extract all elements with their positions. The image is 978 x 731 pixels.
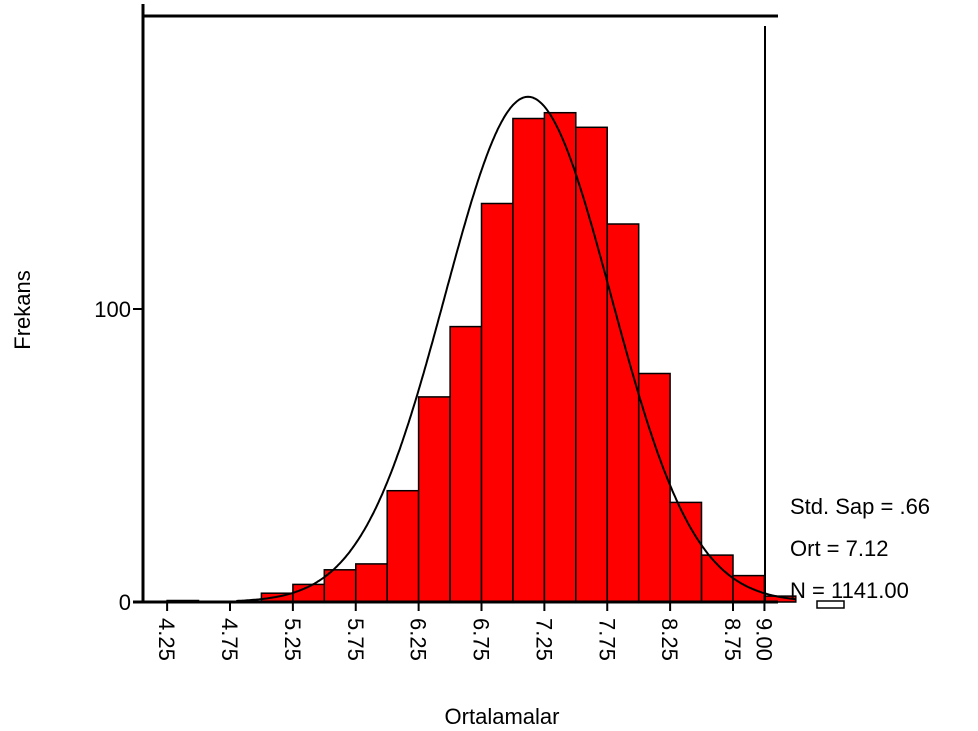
x-tick-label: 5.25 <box>280 618 305 661</box>
x-tick-label: 4.75 <box>217 618 242 661</box>
histogram-bar <box>543 111 577 603</box>
histogram-bar <box>355 563 388 603</box>
x-tick-label: 5.75 <box>343 618 368 661</box>
histogram-bar <box>732 574 766 603</box>
stat-std: Std. Sap = .66 <box>790 494 930 519</box>
normal-curve <box>236 95 796 602</box>
histogram-bar <box>700 554 734 603</box>
x-axis-title: Ortalamalar <box>445 704 560 729</box>
histogram-bar <box>606 223 640 603</box>
x-ticks-group: 4.25 4.75 5.25 5.75 6.25 6.75 7.25 7.75 8.25 8.75… <box>154 602 776 661</box>
x-tick-label: 8.25 <box>657 618 682 661</box>
y-axis-title: Frekans <box>10 270 35 349</box>
x-tick-label: 6.25 <box>406 618 431 661</box>
y-ticks-group: 0 100 <box>94 297 143 615</box>
x-tick-label: 7.25 <box>531 618 556 661</box>
bars-group <box>166 111 797 603</box>
x-tick-label: 7.75 <box>594 618 619 661</box>
histogram-bar <box>449 325 483 603</box>
legend-swatch <box>816 600 845 609</box>
y-tick-label: 100 <box>94 297 131 322</box>
x-tick-label: 8.75 <box>720 618 745 661</box>
histogram-bar <box>480 202 514 603</box>
x-tick-label: 4.25 <box>154 618 179 661</box>
y-tick-label: 0 <box>119 590 131 615</box>
x-tick-label: 6.75 <box>469 618 494 661</box>
x-tick-label: 9.00 <box>751 618 776 661</box>
histogram-bar <box>512 117 546 603</box>
histogram-bar <box>637 372 671 603</box>
stat-mean: Ort = 7.12 <box>790 536 888 561</box>
histogram-bar <box>386 489 420 603</box>
stat-n: N = 1141.00 <box>790 578 909 603</box>
histogram-bar <box>417 396 451 603</box>
histogram-bar <box>575 126 608 603</box>
